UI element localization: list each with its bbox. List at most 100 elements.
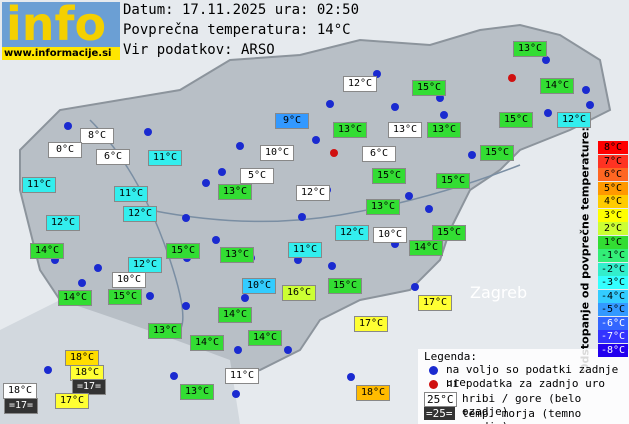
station-label: 11°C (148, 150, 182, 166)
station-label: 15°C (108, 289, 142, 305)
station-label: 18°C (356, 385, 390, 401)
station-label: 18°C (70, 365, 104, 381)
dot-icon (429, 380, 438, 389)
station-dot (232, 390, 240, 398)
station-dot (294, 256, 302, 264)
station-label: 13°C (180, 384, 214, 400)
station-label: 15°C (480, 145, 514, 161)
legend-item: temp. morja (temno ozadje) (462, 407, 582, 424)
station-dot (391, 103, 399, 111)
station-label: 18°C (65, 350, 99, 366)
station-label: =17= (4, 398, 38, 414)
station-label: 15°C (412, 80, 446, 96)
scale-step: 2°C (598, 222, 628, 235)
logo-url[interactable]: www.informacije.si (2, 47, 120, 60)
station-label: 13°C (218, 184, 252, 200)
date: Datum: 17.11.2025 ura: 02:50 (123, 2, 360, 18)
station-label: 11°C (114, 186, 148, 202)
scale-step: 1°C (598, 235, 628, 249)
legend-item: na voljo so podatki zadnje ure (446, 363, 619, 389)
station-label: 17°C (354, 316, 388, 332)
station-label: 13°C (148, 323, 182, 339)
station-label: 13°C (513, 41, 547, 57)
scale-step: -1°C (598, 249, 628, 262)
station-label: 8°C (80, 128, 114, 144)
station-dot (298, 213, 306, 221)
station-label: 15°C (166, 243, 200, 259)
station-dot (508, 74, 516, 82)
station-label: 12°C (46, 215, 80, 231)
logo-box: info www.informacije.si (2, 1, 120, 60)
station-label: 13°C (366, 199, 400, 215)
scale-step: 3°C (598, 208, 628, 222)
station-dot (218, 168, 226, 176)
station-label: 14°C (409, 240, 443, 256)
dot-icon (429, 366, 438, 375)
station-dot (326, 100, 334, 108)
station-label: 14°C (30, 243, 64, 259)
scale-step: 5°C (598, 181, 628, 195)
legend-item: ni podatka za zadnjo uro (446, 377, 605, 390)
scale-step: 8°C (598, 141, 628, 154)
station-label: 14°C (190, 335, 224, 351)
station-label: 10°C (373, 227, 407, 243)
station-label: 16°C (282, 285, 316, 301)
station-dot (440, 111, 448, 119)
station-dot (44, 366, 52, 374)
station-dot (312, 136, 320, 144)
station-dot (284, 346, 292, 354)
average: Povprečna temperatura: 14°C (123, 22, 351, 38)
station-label: 11°C (225, 368, 259, 384)
station-label: 17°C (55, 393, 89, 409)
station-dot (347, 373, 355, 381)
scale-step: -7°C (598, 330, 628, 343)
city-label: Zagreb (470, 283, 528, 302)
station-dot (144, 128, 152, 136)
station-label: 17°C (418, 295, 452, 311)
station-label: 13°C (220, 247, 254, 263)
legend-item: hribi / gore (belo ozadje) (462, 392, 582, 418)
scale-step: -2°C (598, 262, 628, 276)
station-dot (411, 283, 419, 291)
station-dot (241, 294, 249, 302)
station-label: 9°C (275, 113, 309, 129)
station-dot (78, 279, 86, 287)
station-label: 11°C (22, 177, 56, 193)
station-label: 12°C (557, 112, 591, 128)
scale-step: 4°C (598, 195, 628, 208)
station-label: 14°C (218, 307, 252, 323)
station-dot (330, 149, 338, 157)
station-dot (542, 56, 550, 64)
station-label: 12°C (123, 206, 157, 222)
station-label: 6°C (96, 149, 130, 165)
station-label: 12°C (296, 185, 330, 201)
station-label: 10°C (242, 278, 276, 294)
station-dot (436, 94, 444, 102)
scale-step: 6°C (598, 168, 628, 181)
station-label: 10°C (112, 272, 146, 288)
scale-step: -5°C (598, 303, 628, 316)
station-dot (586, 101, 594, 109)
station-label: =17= (72, 379, 106, 395)
station-dot (328, 262, 336, 270)
station-dot (94, 264, 102, 272)
station-label: 11°C (288, 242, 322, 258)
station-dot (425, 205, 433, 213)
station-label: 12°C (335, 225, 369, 241)
station-label: 5°C (240, 168, 274, 184)
station-dot (146, 292, 154, 300)
station-dot (468, 151, 476, 159)
legend-sample: =25= (424, 407, 455, 420)
scale-step: -4°C (598, 289, 628, 303)
station-label: 18°C (3, 383, 37, 399)
station-dot (182, 302, 190, 310)
station-dot (170, 372, 178, 380)
source: Vir podatkov: ARSO (123, 42, 275, 58)
legend-title: Legenda: (424, 350, 477, 363)
station-label: 15°C (436, 173, 470, 189)
station-label: 14°C (540, 78, 574, 94)
scale-title: Odstopanje od povprečne temperature: (578, 127, 592, 373)
station-label: 13°C (388, 122, 422, 138)
station-label: 0°C (48, 142, 82, 158)
